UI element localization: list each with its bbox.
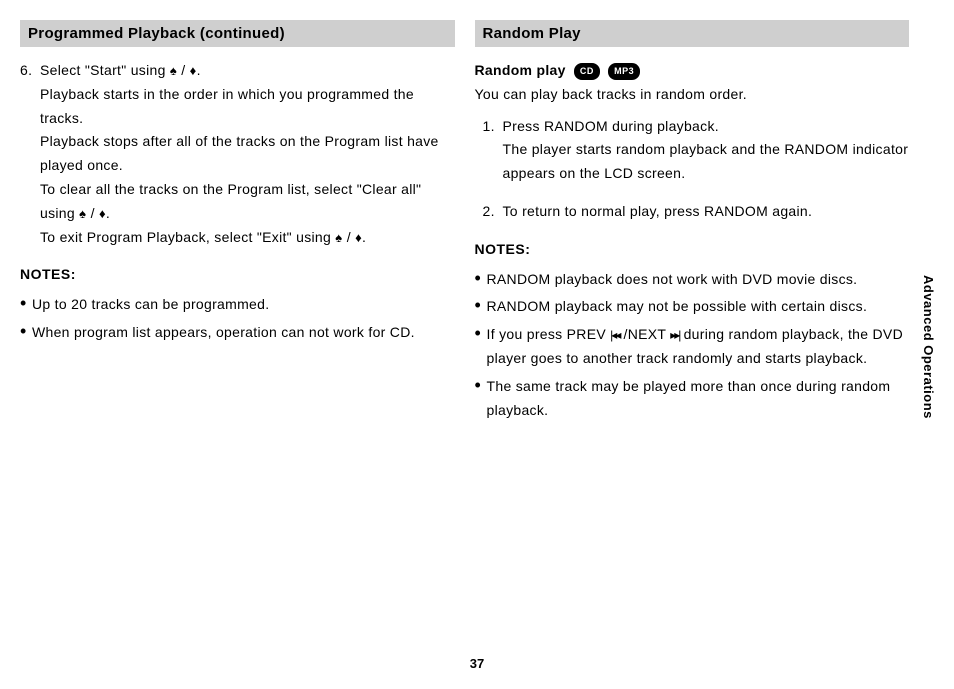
left-note-1-text: Up to 20 tracks can be programmed. <box>32 293 455 317</box>
random-step-2-num: 2. <box>483 200 503 224</box>
bullet-icon: • <box>475 323 487 345</box>
down-arrow-icon: ♦ <box>190 63 197 78</box>
left-note-1: • Up to 20 tracks can be programmed. <box>20 293 455 317</box>
step-6: 6. Select "Start" using ♠ / ♦. Playback … <box>20 59 455 249</box>
left-section-header: Programmed Playback (continued) <box>20 20 455 47</box>
mp3-badge: MP3 <box>608 63 640 80</box>
up-arrow-icon: ♠ <box>170 63 177 78</box>
bullet-icon: • <box>475 268 487 290</box>
random-step-2: 2. To return to normal play, press RANDO… <box>475 200 910 224</box>
random-step-2-body: To return to normal play, press RANDOM a… <box>503 200 910 224</box>
right-note-4-text: The same track may be played more than o… <box>487 375 910 423</box>
step6-line1b: . <box>197 62 201 78</box>
random-step-1: 1. Press RANDOM during playback. The pla… <box>475 115 910 186</box>
right-note-4: • The same track may be played more than… <box>475 375 910 423</box>
step-6-number: 6. <box>20 59 40 249</box>
left-notes-list: • Up to 20 tracks can be programmed. • W… <box>20 293 455 345</box>
page-number: 37 <box>0 656 954 671</box>
left-body: 6. Select "Start" using ♠ / ♦. Playback … <box>20 59 455 345</box>
step6-line5a: To exit Program Playback, select "Exit" … <box>40 229 335 245</box>
down-arrow-icon: ♦ <box>355 230 362 245</box>
next-track-icon: ▸▸| <box>670 328 679 342</box>
left-notes-label: NOTES: <box>20 263 455 287</box>
down-arrow-icon: ♦ <box>99 206 106 221</box>
right-note-3-text: If you press PREV |◂◂ /NEXT ▸▸| during r… <box>487 323 910 371</box>
side-tab-label: Advanced Operations <box>921 275 936 419</box>
right-note-1-text: RANDOM playback does not work with DVD m… <box>487 268 910 292</box>
random-play-subtitle-row: Random play CD MP3 <box>475 59 910 83</box>
right-section-header: Random Play <box>475 20 910 47</box>
prev-track-icon: |◂◂ <box>610 328 619 342</box>
left-note-2-text: When program list appears, operation can… <box>32 321 455 345</box>
bullet-icon: • <box>475 375 487 397</box>
random-intro: You can play back tracks in random order… <box>475 83 910 107</box>
bullet-icon: • <box>20 293 32 315</box>
right-note-3: • If you press PREV |◂◂ /NEXT ▸▸| during… <box>475 323 910 371</box>
left-column: Programmed Playback (continued) 6. Selec… <box>20 20 455 426</box>
right-notes-list: • RANDOM playback does not work with DVD… <box>475 268 910 423</box>
up-arrow-icon: ♠ <box>335 230 342 245</box>
step6-line2: Playback starts in the order in which yo… <box>40 86 414 126</box>
bullet-icon: • <box>475 295 487 317</box>
cd-badge: CD <box>574 63 600 80</box>
random-play-subtitle: Random play <box>475 62 566 78</box>
slash-sep: / <box>177 62 190 78</box>
step-6-body: Select "Start" using ♠ / ♦. Playback sta… <box>40 59 455 249</box>
note3a: If you press PREV <box>487 326 611 342</box>
random-step-1-body: Press RANDOM during playback. The player… <box>503 115 910 186</box>
right-note-2-text: RANDOM playback may not be possible with… <box>487 295 910 319</box>
step6-line3: Playback stops after all of the tracks o… <box>40 133 439 173</box>
slash-sep: / <box>343 229 356 245</box>
right-notes-label: NOTES: <box>475 238 910 262</box>
right-body: Random play CD MP3 You can play back tra… <box>475 59 910 422</box>
left-note-2: • When program list appears, operation c… <box>20 321 455 345</box>
step6-line5b: . <box>362 229 366 245</box>
random-step-1-num: 1. <box>483 115 503 186</box>
step6-line1a: Select "Start" using <box>40 62 170 78</box>
slash-sep: / <box>86 205 99 221</box>
bullet-icon: • <box>20 321 32 343</box>
note3b: /NEXT <box>619 326 670 342</box>
right-note-1: • RANDOM playback does not work with DVD… <box>475 268 910 292</box>
right-column: Random Play Random play CD MP3 You can p… <box>475 20 910 426</box>
step6-line4b: . <box>106 205 110 221</box>
right-note-2: • RANDOM playback may not be possible wi… <box>475 295 910 319</box>
